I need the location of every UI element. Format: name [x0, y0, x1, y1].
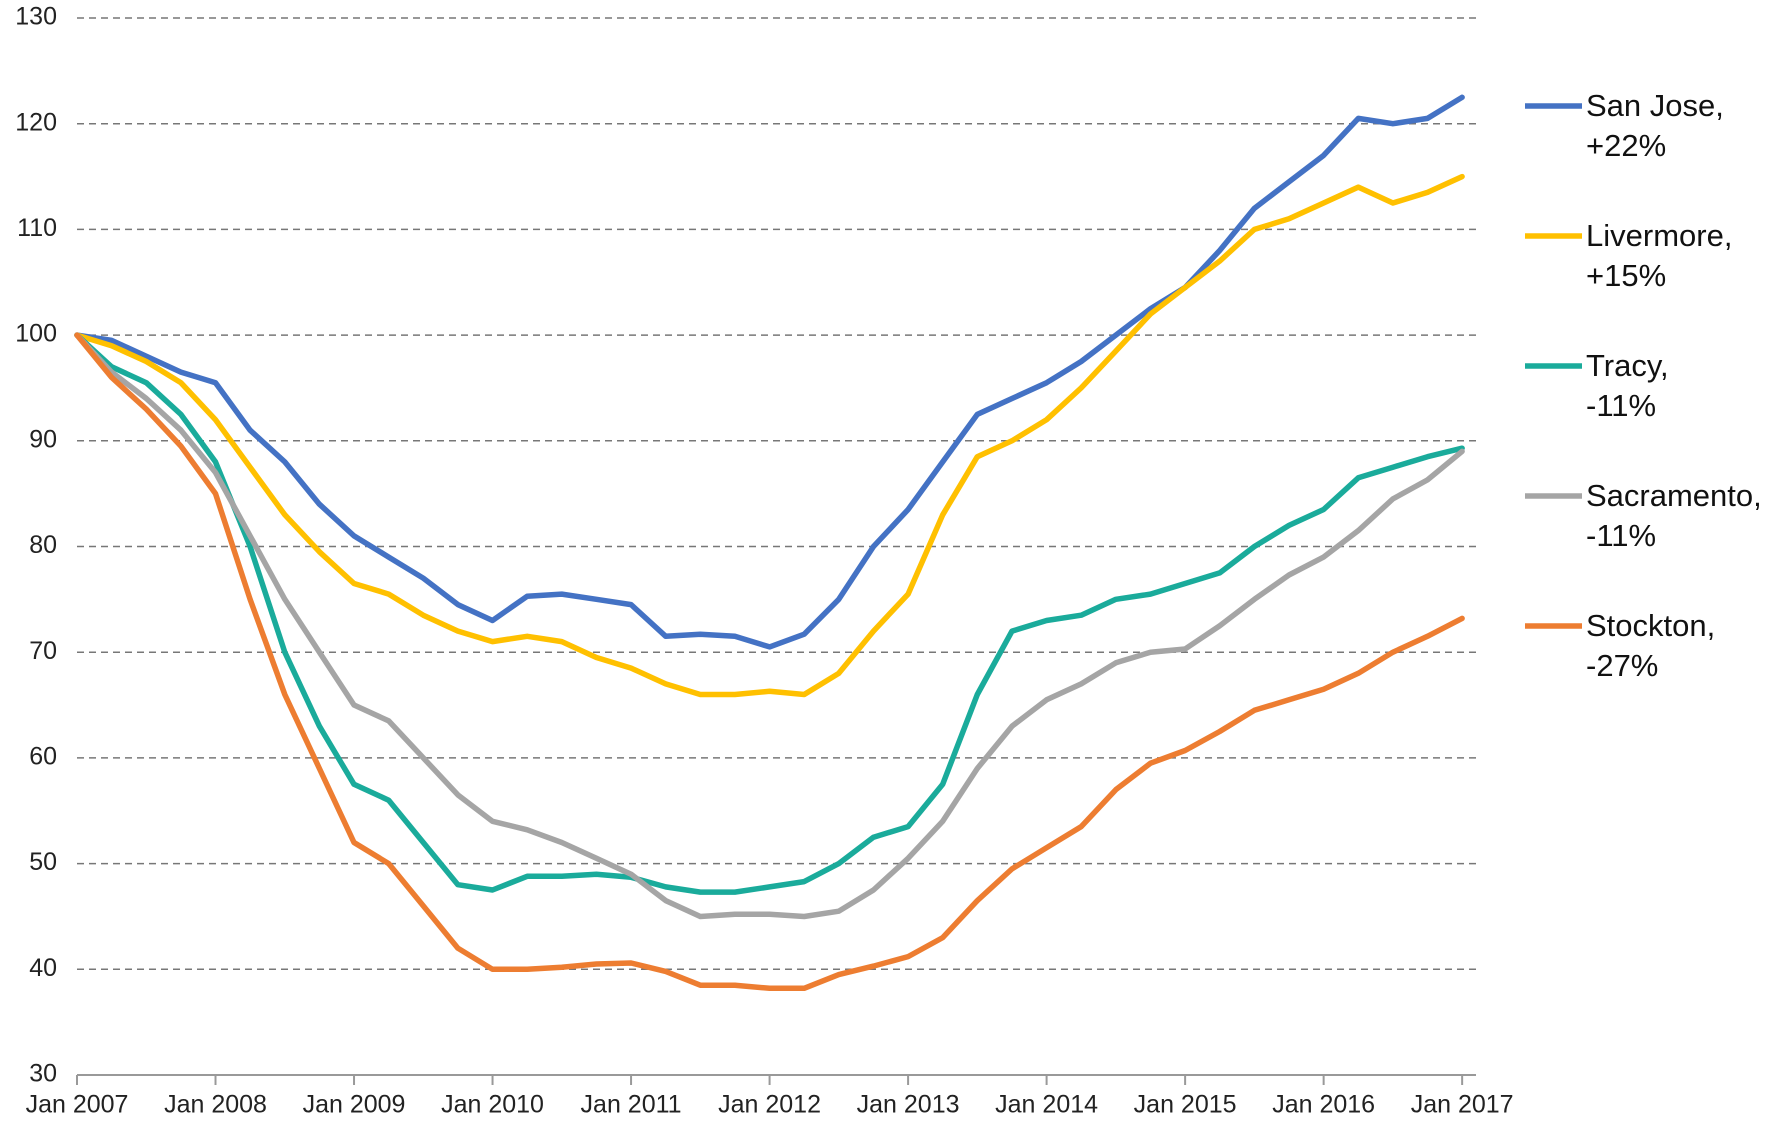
y-tick-label: 100	[15, 320, 57, 348]
legend-label: Sacramento, -11%	[1586, 478, 1762, 553]
legend-label: Stockton, -27%	[1586, 608, 1716, 683]
series-line	[74, 332, 1465, 895]
y-tick-label: 110	[17, 214, 57, 242]
series-line	[74, 332, 1465, 920]
y-tick-label: 80	[29, 531, 57, 559]
x-tick-label: Jan 2015	[1134, 1091, 1237, 1119]
legend-label: Livermore, +15%	[1586, 218, 1733, 293]
legend-label: Tracy, -11%	[1586, 348, 1669, 423]
x-tick-label: Jan 2008	[164, 1091, 267, 1119]
x-tick-label: Jan 2011	[581, 1091, 682, 1119]
x-tick-label: Jan 2012	[718, 1091, 821, 1119]
y-tick-label: 40	[29, 954, 57, 982]
x-tick-label: Jan 2016	[1272, 1091, 1375, 1119]
x-tick-label: Jan 2007	[26, 1091, 129, 1119]
series-line	[74, 332, 1465, 992]
x-tick-label: Jan 2009	[303, 1091, 406, 1119]
x-tick-label: Jan 2010	[441, 1091, 544, 1119]
y-tick-label: 50	[29, 848, 57, 876]
x-tick-label: Jan 2014	[995, 1091, 1098, 1119]
y-tick-label: 60	[29, 743, 57, 771]
x-tick-label: Jan 2017	[1411, 1091, 1514, 1119]
series-line	[74, 94, 1465, 650]
y-tick-label: 120	[15, 108, 57, 136]
y-tick-label: 130	[15, 3, 57, 31]
legend-label: San Jose, +22%	[1586, 88, 1724, 163]
y-tick-label: 30	[29, 1060, 57, 1088]
y-tick-label: 90	[29, 425, 57, 453]
y-tick-label: 70	[29, 637, 57, 665]
x-tick-label: Jan 2013	[857, 1091, 960, 1119]
series-line	[74, 173, 1465, 698]
